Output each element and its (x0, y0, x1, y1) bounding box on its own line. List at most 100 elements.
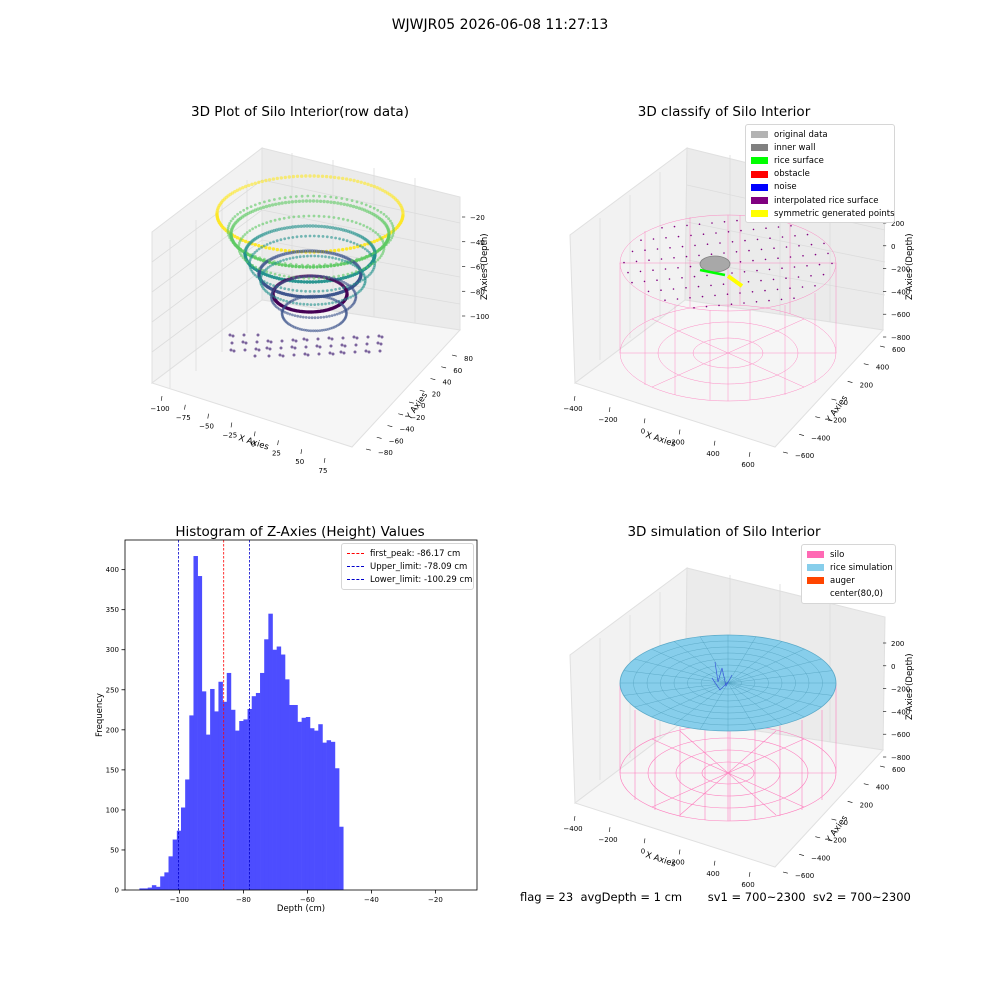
raw-point (378, 235, 382, 238)
raw-point (283, 237, 287, 241)
histogram-bar (293, 704, 298, 890)
raw-point (382, 250, 385, 253)
raw-point (280, 339, 284, 343)
raw-point (295, 174, 300, 178)
raw-x-tick-mark (207, 413, 209, 419)
raw-point (299, 280, 303, 284)
raw-point (350, 199, 354, 203)
raw-point (254, 265, 258, 269)
classify-x-tick-label: −200 (598, 416, 617, 424)
raw-point (354, 343, 358, 347)
raw-point (287, 216, 291, 219)
raw-point (230, 341, 234, 345)
classify-grid-point (710, 284, 712, 287)
raw-point (372, 239, 376, 244)
histogram-bar (151, 885, 157, 890)
raw-point (401, 210, 405, 214)
raw-point (331, 226, 335, 230)
classify-grid-point (822, 273, 825, 276)
histogram-bar (160, 876, 165, 890)
classify-x-tick-mark (643, 418, 646, 424)
raw-point (281, 281, 285, 284)
raw-point (334, 196, 338, 200)
raw-point (338, 279, 341, 282)
simulation-y-tick-mark (799, 854, 805, 856)
histogram-bar (309, 728, 315, 890)
raw-point (300, 295, 304, 299)
raw-point (303, 328, 306, 332)
raw-point (241, 256, 245, 260)
histogram-bar (289, 704, 294, 890)
raw-point (321, 289, 325, 293)
raw-point (296, 279, 301, 284)
raw-point (267, 266, 270, 269)
raw-point (302, 214, 306, 218)
raw-point (300, 194, 304, 198)
histogram-bar (189, 715, 194, 890)
raw-point (371, 229, 375, 233)
histogram-bar (318, 724, 323, 890)
simulation-auger (711, 661, 733, 691)
raw-point (341, 336, 345, 340)
raw-point (260, 246, 263, 249)
simulation-x-tick-label: 200 (671, 859, 684, 867)
classify-grid-point (730, 303, 733, 306)
classify-grid-point (647, 290, 650, 293)
raw-point (359, 180, 363, 184)
raw-point (312, 194, 315, 198)
raw-point (257, 244, 261, 248)
simulation-y-tick-mark (879, 765, 885, 768)
raw-point (255, 275, 259, 279)
raw-point (346, 272, 350, 276)
raw-point (320, 295, 324, 298)
raw-point (293, 314, 297, 317)
classify-grid-point (715, 232, 717, 234)
raw-point (294, 263, 298, 266)
raw-point (368, 227, 372, 231)
legend-label: interpolated rice surface (774, 195, 879, 206)
raw-point (280, 263, 284, 267)
raw-point (241, 235, 245, 238)
raw-point (302, 255, 306, 258)
raw-point (289, 262, 293, 266)
classify-grid-point (793, 266, 796, 268)
raw-point (237, 245, 241, 249)
raw-point (352, 241, 356, 245)
classify-grid-point (789, 256, 792, 258)
raw-point (332, 263, 337, 268)
raw-point (381, 252, 384, 256)
classify-grid-point (656, 279, 658, 282)
raw-point (329, 262, 333, 266)
raw-point (285, 226, 289, 230)
raw-point (233, 243, 237, 247)
legend-entry: obstacle (751, 168, 889, 181)
classify-grid-point (747, 281, 750, 283)
classify-grid-point (736, 219, 738, 222)
raw-point (274, 202, 278, 206)
legend-label: noise (774, 182, 797, 193)
histogram-y-tick-label: 300 (106, 646, 119, 654)
raw-point (231, 334, 235, 338)
raw-point (327, 255, 331, 259)
raw-point (306, 303, 309, 306)
raw-point (291, 174, 296, 179)
raw-point (282, 274, 286, 278)
legend-label: silo (830, 549, 845, 560)
raw-point (229, 238, 233, 242)
classify-grid-point (685, 255, 688, 258)
raw-point (267, 199, 271, 203)
classify-grid-point (652, 269, 654, 272)
raw-point (278, 353, 282, 357)
raw-point (251, 264, 255, 267)
raw-point (343, 298, 347, 301)
raw-point (264, 204, 269, 209)
raw-point (276, 296, 280, 300)
raw-point (294, 339, 298, 343)
raw-z-label: Z Axies (Depth) (480, 233, 490, 300)
raw-point (277, 202, 281, 206)
simulation-z-tick-label: −400 (891, 708, 910, 716)
raw-x-tick-label: 75 (319, 467, 328, 475)
simulation-x-tick-label: 400 (706, 870, 719, 878)
classify-grid-point (660, 289, 662, 292)
classify-grid-point (669, 247, 671, 249)
